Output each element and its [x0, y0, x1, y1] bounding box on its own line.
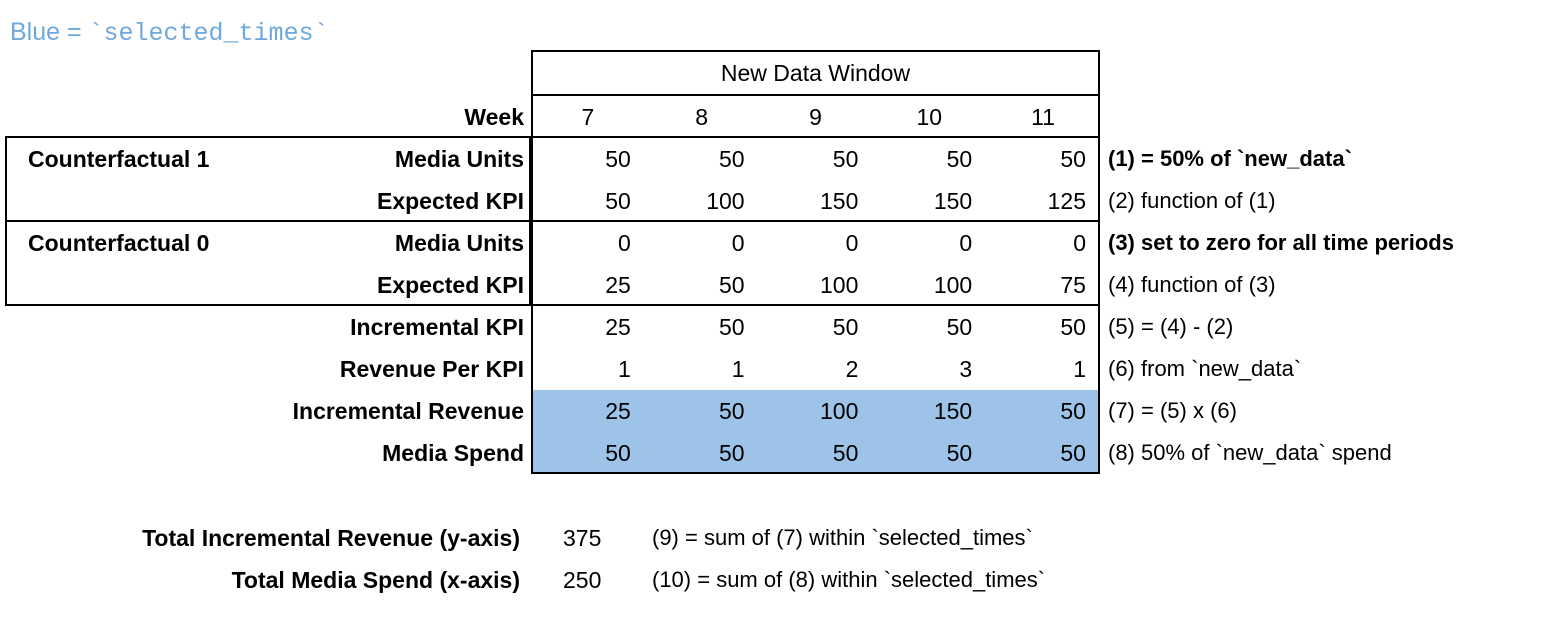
- data-cell: 50: [1060, 398, 1086, 424]
- total-media-spend-value: 250: [563, 567, 602, 593]
- data-cell: 0: [731, 230, 745, 256]
- row-label: Incremental KPI: [350, 314, 524, 340]
- data-cell: 50: [605, 440, 631, 466]
- new-data-window-header: New Data Window: [720, 60, 911, 86]
- row-annotation: (6) from `new_data`: [1108, 356, 1302, 381]
- data-cell: 50: [719, 440, 745, 466]
- row-label: Revenue Per KPI: [339, 356, 524, 382]
- data-cell: 50: [605, 146, 631, 172]
- selected-times-highlight: [533, 390, 1098, 432]
- data-cell: 0: [959, 230, 973, 256]
- data-cell: 125: [1047, 188, 1086, 214]
- group-label: Counterfactual 1: [28, 146, 210, 172]
- data-cell: 50: [946, 440, 973, 466]
- data-cell: 50: [1060, 314, 1086, 340]
- data-cell: 2: [845, 356, 859, 382]
- data-cell: 50: [719, 398, 745, 424]
- data-cell: 1: [731, 356, 745, 382]
- row-label: Incremental Revenue: [292, 398, 524, 424]
- data-cell: 50: [719, 146, 745, 172]
- row-annotation: (5) = (4) - (2): [1108, 314, 1234, 339]
- data-cell: 50: [832, 146, 859, 172]
- selected-times-highlight: [533, 432, 1098, 474]
- data-cell: 50: [719, 314, 745, 340]
- data-cell: 3: [959, 356, 973, 382]
- row-annotation: (3) set to zero for all time periods: [1108, 230, 1454, 255]
- legend-blue-label: Blue =: [10, 18, 89, 46]
- data-cell: 25: [605, 272, 631, 298]
- total-incremental-revenue-annotation: (9) = sum of (7) within `selected_times`: [652, 525, 1033, 550]
- legend-code: `selected_times`: [88, 19, 329, 48]
- data-cell: 150: [820, 188, 859, 214]
- legend-note: Blue = `selected_times`: [10, 18, 329, 48]
- week-number: 9: [809, 104, 822, 130]
- row-annotation: (2) function of (1): [1108, 188, 1276, 213]
- data-cell: 1: [618, 356, 631, 382]
- row-annotation: (1) = 50% of `new_data`: [1108, 146, 1352, 171]
- week-number: 11: [1031, 104, 1056, 130]
- data-cell: 50: [946, 146, 973, 172]
- row-annotation: (4) function of (3): [1108, 272, 1276, 297]
- group-label: Counterfactual 0: [28, 230, 210, 256]
- data-cell: 25: [605, 314, 631, 340]
- table-gridline: [531, 304, 1100, 306]
- week-number: 10: [916, 104, 943, 130]
- table-gridline: [531, 94, 1100, 96]
- data-cell: 50: [1060, 146, 1086, 172]
- data-cell: 25: [605, 398, 631, 424]
- row-label: Media Spend: [382, 440, 524, 466]
- table-gridline: [531, 136, 1100, 138]
- row-label: Media Units: [394, 146, 524, 172]
- total-incremental-revenue-value: 375: [563, 525, 602, 551]
- table-border: [531, 50, 1100, 474]
- data-cell: 0: [618, 230, 631, 256]
- row-label: Media Units: [394, 230, 524, 256]
- data-cell: 50: [946, 314, 973, 340]
- data-cell: 50: [832, 440, 859, 466]
- data-cell: 1: [1073, 356, 1086, 382]
- data-cell: 100: [820, 272, 859, 298]
- week-number: 7: [581, 104, 595, 130]
- data-cell: 0: [1073, 230, 1086, 256]
- data-cell: 75: [1060, 272, 1086, 298]
- total-media-spend-label: Total Media Spend (x-axis): [231, 567, 520, 593]
- week-label: Week: [464, 104, 524, 130]
- row-annotation: (7) = (5) x (6): [1108, 398, 1237, 423]
- row-label: Expected KPI: [377, 188, 524, 214]
- data-cell: 50: [832, 314, 859, 340]
- counterfactual-0-box: [5, 220, 531, 306]
- data-cell: 50: [1060, 440, 1086, 466]
- total-incremental-revenue-label: Total Incremental Revenue (y-axis): [142, 525, 520, 551]
- data-cell: 0: [845, 230, 859, 256]
- week-number: 8: [695, 104, 709, 130]
- data-cell: 50: [605, 188, 631, 214]
- table-gridline: [531, 220, 1100, 222]
- data-cell: 100: [933, 272, 973, 298]
- row-label: Expected KPI: [377, 272, 524, 298]
- data-cell: 150: [933, 188, 973, 214]
- data-cell: 100: [820, 398, 859, 424]
- data-cell: 50: [719, 272, 745, 298]
- data-cell: 150: [933, 398, 973, 424]
- total-media-spend-annotation: (10) = sum of (8) within `selected_times…: [652, 567, 1046, 592]
- data-cell: 100: [706, 188, 745, 214]
- row-annotation: (8) 50% of `new_data` spend: [1108, 440, 1392, 465]
